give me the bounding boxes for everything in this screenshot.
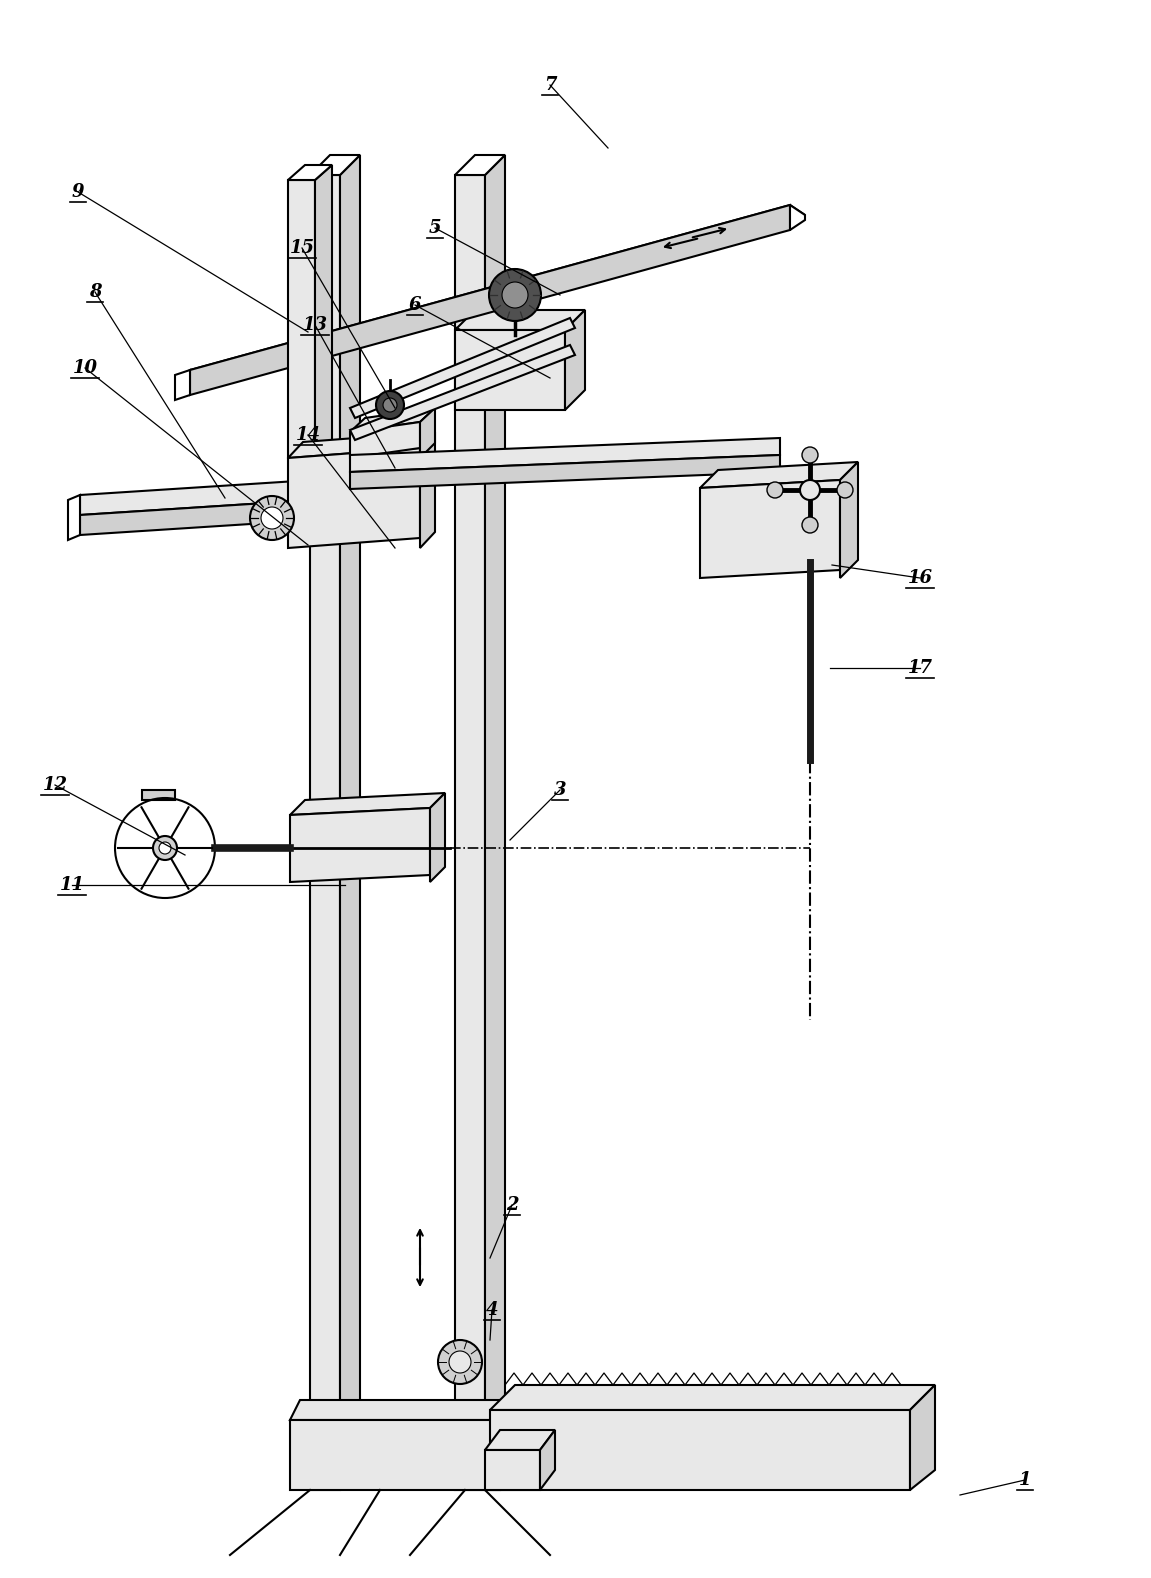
Polygon shape [81, 495, 390, 535]
Circle shape [261, 507, 283, 529]
Polygon shape [68, 495, 81, 540]
Polygon shape [540, 1430, 555, 1490]
Polygon shape [290, 794, 445, 814]
Text: 16: 16 [907, 570, 932, 587]
Circle shape [153, 836, 177, 860]
Text: 13: 13 [303, 316, 328, 335]
Polygon shape [455, 175, 485, 1490]
Circle shape [489, 268, 541, 320]
Polygon shape [142, 791, 175, 800]
Circle shape [383, 398, 397, 412]
Polygon shape [430, 794, 445, 882]
Polygon shape [350, 421, 420, 458]
Text: 9: 9 [71, 183, 84, 200]
Polygon shape [490, 1385, 935, 1411]
Polygon shape [485, 1450, 540, 1490]
Polygon shape [288, 432, 435, 458]
Circle shape [802, 518, 818, 533]
Polygon shape [310, 155, 360, 175]
Polygon shape [565, 309, 585, 410]
Polygon shape [350, 319, 576, 418]
Circle shape [767, 481, 783, 499]
Text: 7: 7 [543, 76, 556, 95]
Polygon shape [420, 409, 435, 458]
Polygon shape [455, 155, 505, 175]
Polygon shape [910, 1385, 935, 1490]
Circle shape [159, 843, 171, 854]
Polygon shape [315, 166, 331, 458]
Polygon shape [420, 432, 435, 548]
Text: 10: 10 [73, 360, 98, 377]
Circle shape [439, 1340, 482, 1384]
Text: 15: 15 [290, 238, 314, 257]
Circle shape [250, 495, 294, 540]
Polygon shape [840, 462, 857, 578]
Text: 6: 6 [409, 297, 421, 314]
Polygon shape [350, 409, 435, 432]
Polygon shape [790, 205, 805, 230]
Polygon shape [500, 1400, 520, 1490]
Polygon shape [190, 205, 805, 382]
Polygon shape [288, 180, 315, 458]
Polygon shape [700, 480, 840, 578]
Circle shape [502, 282, 528, 308]
Circle shape [376, 391, 404, 420]
Polygon shape [485, 1430, 555, 1450]
Polygon shape [288, 448, 420, 548]
Text: 5: 5 [429, 219, 441, 237]
Text: 14: 14 [296, 426, 320, 443]
Text: 12: 12 [43, 776, 68, 794]
Circle shape [800, 480, 820, 500]
Circle shape [837, 481, 853, 499]
Polygon shape [350, 454, 780, 489]
Text: 2: 2 [505, 1196, 518, 1213]
Text: 11: 11 [60, 876, 84, 895]
Polygon shape [290, 1400, 520, 1420]
Polygon shape [455, 330, 565, 410]
Text: 17: 17 [907, 660, 932, 677]
Polygon shape [190, 205, 790, 394]
Polygon shape [455, 309, 585, 330]
Polygon shape [350, 439, 780, 472]
Polygon shape [700, 462, 857, 488]
Polygon shape [290, 808, 430, 882]
Polygon shape [175, 369, 190, 399]
Polygon shape [288, 166, 331, 180]
Polygon shape [81, 475, 390, 514]
Text: 4: 4 [486, 1300, 498, 1319]
Text: 8: 8 [89, 282, 101, 301]
Text: 1: 1 [1019, 1471, 1031, 1490]
Polygon shape [485, 155, 505, 1490]
Polygon shape [310, 175, 340, 1490]
Polygon shape [290, 1420, 500, 1490]
Text: 3: 3 [554, 781, 566, 798]
Circle shape [449, 1351, 471, 1373]
Polygon shape [490, 1411, 910, 1490]
Polygon shape [340, 155, 360, 1490]
Circle shape [802, 447, 818, 462]
Polygon shape [350, 346, 576, 440]
